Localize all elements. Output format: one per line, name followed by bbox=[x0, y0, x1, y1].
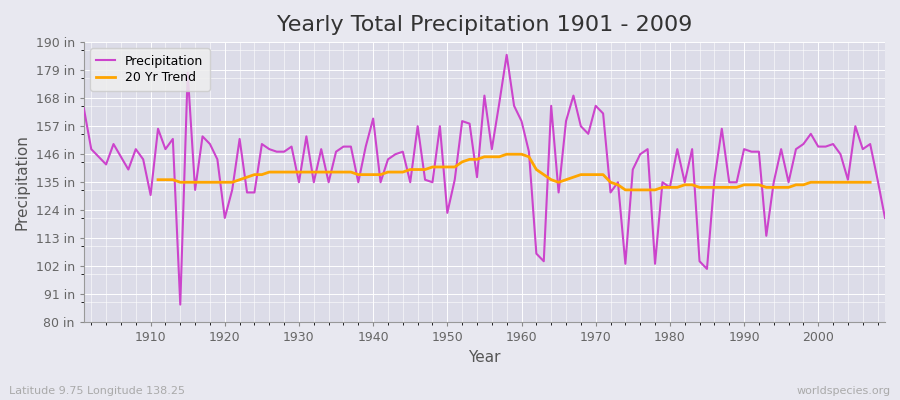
Precipitation bbox=[175, 302, 185, 307]
20 Yr Trend bbox=[338, 170, 349, 174]
Y-axis label: Precipitation: Precipitation bbox=[15, 134, 30, 230]
Precipitation bbox=[524, 149, 535, 154]
20 Yr Trend bbox=[153, 177, 164, 182]
Precipitation bbox=[138, 157, 148, 162]
Text: Latitude 9.75 Longitude 138.25: Latitude 9.75 Longitude 138.25 bbox=[9, 386, 185, 396]
Title: Yearly Total Precipitation 1901 - 2009: Yearly Total Precipitation 1901 - 2009 bbox=[276, 15, 692, 35]
20 Yr Trend bbox=[516, 152, 526, 157]
Precipitation bbox=[620, 262, 631, 266]
Precipitation bbox=[309, 180, 320, 185]
20 Yr Trend bbox=[204, 180, 215, 185]
Line: 20 Yr Trend: 20 Yr Trend bbox=[158, 154, 870, 190]
20 Yr Trend bbox=[175, 180, 185, 185]
20 Yr Trend bbox=[865, 180, 876, 185]
20 Yr Trend bbox=[716, 185, 727, 190]
20 Yr Trend bbox=[501, 152, 512, 157]
Line: Precipitation: Precipitation bbox=[84, 55, 885, 304]
Precipitation bbox=[501, 52, 512, 57]
Legend: Precipitation, 20 Yr Trend: Precipitation, 20 Yr Trend bbox=[90, 48, 210, 91]
20 Yr Trend bbox=[620, 188, 631, 192]
Text: worldspecies.org: worldspecies.org bbox=[796, 386, 891, 396]
Precipitation bbox=[353, 180, 364, 185]
20 Yr Trend bbox=[568, 175, 579, 180]
Precipitation bbox=[531, 251, 542, 256]
Precipitation bbox=[879, 216, 890, 220]
X-axis label: Year: Year bbox=[468, 350, 500, 365]
Precipitation bbox=[78, 106, 89, 111]
